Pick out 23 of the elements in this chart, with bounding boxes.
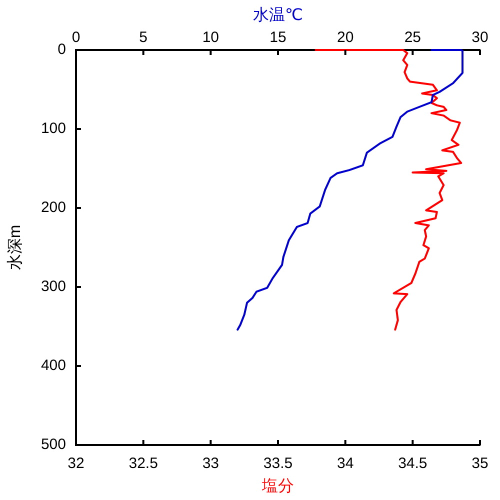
x-tick-label: 33.5 — [263, 455, 293, 472]
y-tick-label: 200 — [40, 199, 66, 216]
x-tick-label: 32.5 — [128, 455, 158, 472]
x2-axis-title: 水温℃ — [253, 6, 303, 24]
x-tick-label: 35 — [472, 455, 488, 472]
y-tick-label: 100 — [40, 120, 66, 138]
x-axis-title: 塩分 — [261, 478, 294, 495]
x2-tick-label: 5 — [139, 29, 148, 46]
y-axis-title: 水深m — [6, 224, 24, 270]
x2-tick-label: 0 — [72, 29, 80, 46]
x2-tick-label: 25 — [404, 29, 422, 46]
y-tick-label: 500 — [40, 436, 66, 454]
x2-tick-label: 15 — [270, 29, 286, 46]
x2-tick-label: 20 — [336, 29, 354, 46]
x-tick-label: 34 — [336, 455, 354, 472]
x2-tick-label: 10 — [202, 29, 220, 46]
x-tick-label: 33 — [202, 455, 220, 472]
y-tick-label: 0 — [58, 41, 66, 58]
x-tick-label: 32 — [68, 455, 84, 472]
y-tick-label: 300 — [40, 278, 66, 296]
x2-tick-label: 30 — [472, 29, 488, 46]
x-tick-label: 34.5 — [398, 455, 428, 472]
y-tick-label: 400 — [40, 357, 66, 374]
